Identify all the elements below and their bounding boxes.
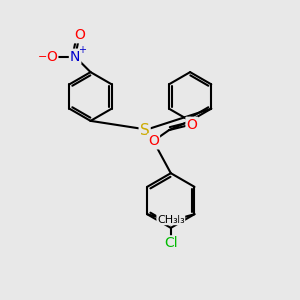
Text: N: N [70, 50, 80, 64]
Text: CH₃: CH₃ [164, 214, 185, 224]
Text: S: S [140, 123, 149, 138]
Text: CH₃: CH₃ [157, 214, 178, 224]
Text: O: O [187, 118, 197, 132]
Text: O: O [74, 28, 85, 42]
Text: O: O [148, 134, 159, 148]
Text: Cl: Cl [164, 236, 178, 250]
Text: +: + [79, 45, 86, 55]
Text: O: O [46, 50, 57, 64]
Text: −: − [38, 52, 47, 62]
